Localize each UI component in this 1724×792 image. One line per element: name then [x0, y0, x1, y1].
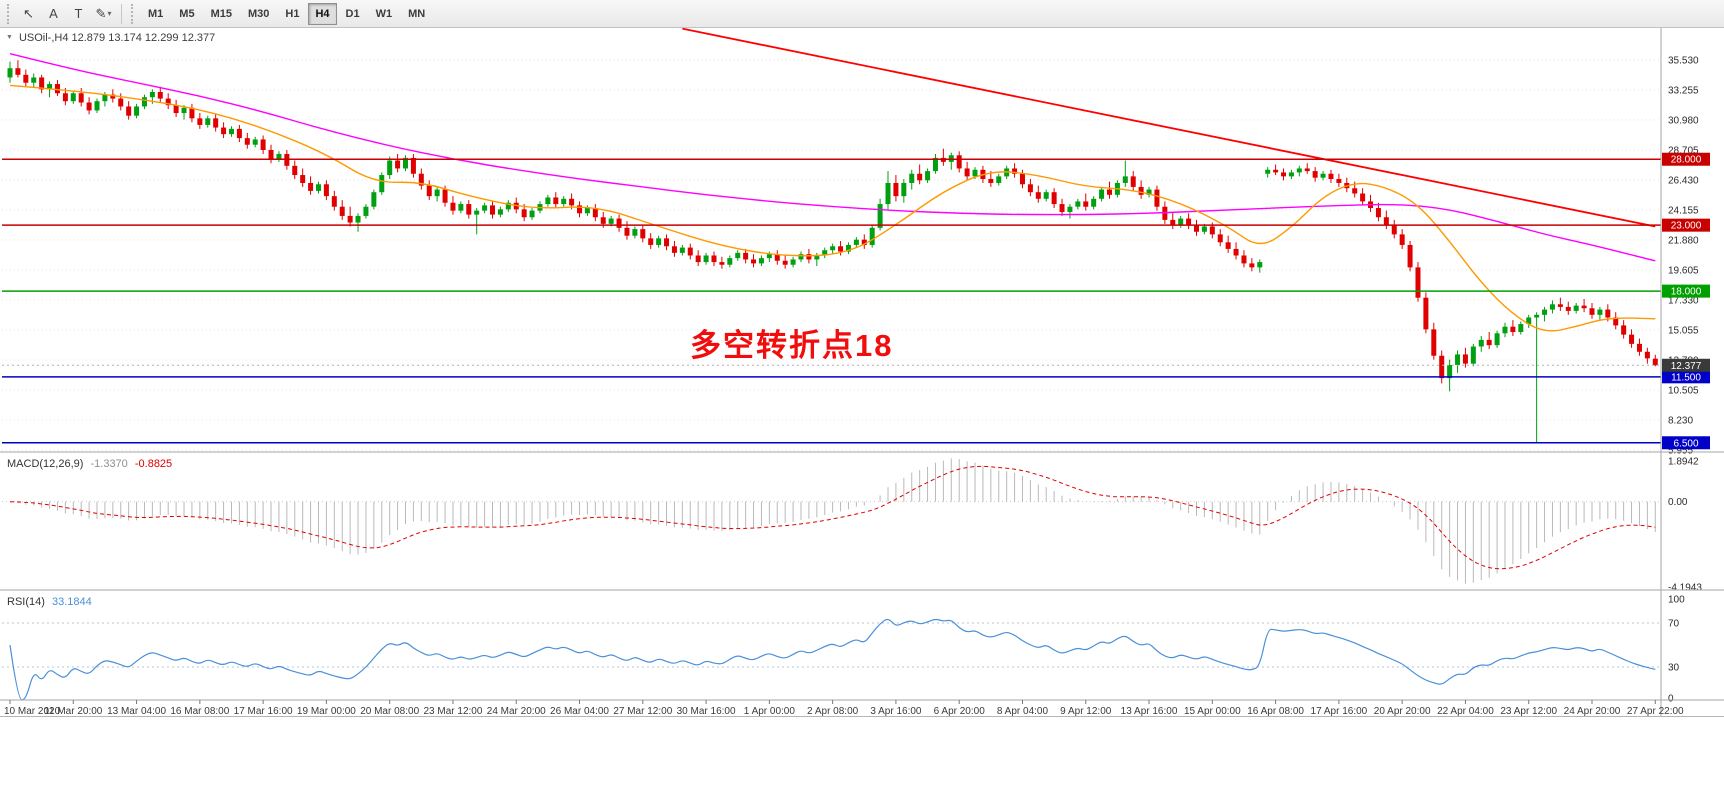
svg-text:15 Apr 00:00: 15 Apr 00:00: [1184, 706, 1241, 716]
chart-area: 35.530 33.255 30.980 28.705 26.430 24.155 21.8…: [0, 28, 1724, 716]
text-box-tool-button[interactable]: T: [66, 3, 91, 25]
svg-text:24.155: 24.155: [1668, 205, 1699, 216]
svg-text:5.955: 5.955: [1668, 445, 1693, 456]
draw-tools-button[interactable]: ✎ ▾: [91, 3, 116, 25]
svg-text:26.430: 26.430: [1668, 175, 1699, 186]
svg-text:24 Mar 20:00: 24 Mar 20:00: [487, 706, 546, 716]
svg-text:0.00: 0.00: [1668, 497, 1688, 508]
timeframe-h1-button[interactable]: H1: [278, 3, 306, 25]
svg-text:10 Mar 2020: 10 Mar 2020: [4, 706, 61, 716]
svg-text:0: 0: [1668, 694, 1674, 705]
svg-text:1 Apr 00:00: 1 Apr 00:00: [744, 706, 796, 716]
svg-text:10.505: 10.505: [1668, 385, 1699, 396]
svg-text:6 Apr 20:00: 6 Apr 20:00: [934, 706, 986, 716]
svg-text:16 Mar 08:00: 16 Mar 08:00: [170, 706, 229, 716]
chart-annotation-text[interactable]: 多空转折点18: [690, 328, 894, 363]
svg-text:8 Apr 04:00: 8 Apr 04:00: [997, 706, 1049, 716]
bottom-empty-area: [0, 716, 1724, 792]
svg-text:21.880: 21.880: [1668, 235, 1699, 246]
svg-text:23 Apr 12:00: 23 Apr 12:00: [1500, 706, 1557, 716]
toolbar-grip[interactable]: [7, 3, 12, 24]
price-gridlines: [2, 59, 1661, 451]
timeframe-d1-button[interactable]: D1: [339, 3, 367, 25]
svg-text:13 Apr 16:00: 13 Apr 16:00: [1121, 706, 1178, 716]
svg-text:6.500: 6.500: [1673, 438, 1698, 449]
toolbar: ↖ A T ✎ ▾ M1 M5 M15 M30 H1 H4 D1 W1 MN: [0, 0, 1724, 28]
svg-text:26 Mar 04:00: 26 Mar 04:00: [550, 706, 609, 716]
svg-text:1.8942: 1.8942: [1668, 457, 1699, 468]
svg-text:23.000: 23.000: [1671, 221, 1702, 232]
price-axis-badge: 11.500: [1662, 370, 1710, 384]
macd-histogram: [17, 458, 1656, 584]
cursor-tool-button[interactable]: ↖: [16, 3, 41, 25]
price-axis-labels: 35.530 33.255 30.980 28.705 26.430 24.155 21.8…: [1668, 55, 1699, 456]
svg-text:70: 70: [1668, 619, 1680, 630]
text-annotation-tool-button[interactable]: A: [41, 3, 66, 25]
price-axis-badge: 12.377: [1662, 358, 1710, 372]
svg-text:8.230: 8.230: [1668, 415, 1693, 426]
price-axis-badge: 23.000: [1662, 218, 1710, 232]
svg-text:28.000: 28.000: [1671, 155, 1702, 166]
timeframe-mn-button[interactable]: MN: [401, 3, 432, 25]
svg-text:17.330: 17.330: [1668, 295, 1699, 306]
svg-text:13 Mar 04:00: 13 Mar 04:00: [107, 706, 166, 716]
price-axis-badge: 28.000: [1662, 152, 1710, 166]
svg-text:24 Apr 20:00: 24 Apr 20:00: [1564, 706, 1621, 716]
timeframe-m15-button[interactable]: M15: [204, 3, 239, 25]
svg-text:27 Apr 22:00: 27 Apr 22:00: [1627, 706, 1684, 716]
svg-text:12.377: 12.377: [1671, 361, 1702, 372]
svg-text:27 Mar 12:00: 27 Mar 12:00: [613, 706, 672, 716]
descending-trendline[interactable]: [682, 28, 1656, 228]
toolbar-separator: [121, 3, 122, 24]
timeframe-m1-button[interactable]: M1: [141, 3, 170, 25]
svg-text:30.980: 30.980: [1668, 115, 1699, 126]
svg-text:17 Apr 16:00: 17 Apr 16:00: [1311, 706, 1368, 716]
collapse-arrow-icon[interactable]: ▼: [6, 34, 13, 41]
svg-text:100: 100: [1668, 595, 1685, 606]
timeframe-h4-button[interactable]: H4: [308, 2, 337, 25]
pencil-icon: ✎: [95, 5, 107, 21]
rsi-axis-labels: 100 70 30 0: [1668, 595, 1685, 705]
svg-text:3 Apr 16:00: 3 Apr 16:00: [870, 706, 922, 716]
svg-text:15.055: 15.055: [1668, 325, 1699, 336]
chart-background: [0, 28, 1724, 716]
price-axis-badge: 6.500: [1662, 436, 1710, 450]
toolbar-grip[interactable]: [131, 3, 136, 24]
timeframe-m30-button[interactable]: M30: [241, 3, 276, 25]
svg-text:19 Mar 00:00: 19 Mar 00:00: [297, 706, 356, 716]
svg-text:19.605: 19.605: [1668, 265, 1699, 276]
svg-text:28.705: 28.705: [1668, 145, 1699, 156]
dropdown-caret-icon: ▾: [107, 9, 112, 18]
svg-text:17 Mar 16:00: 17 Mar 16:00: [234, 706, 293, 716]
ma-slow-line: [9, 53, 1656, 262]
svg-text:33.255: 33.255: [1668, 85, 1699, 96]
price-axis-badge: 18.000: [1662, 284, 1710, 298]
chart-canvas[interactable]: 35.530 33.255 30.980 28.705 26.430 24.155 21.8…: [0, 28, 1724, 716]
timeframe-m5-button[interactable]: M5: [172, 3, 201, 25]
svg-text:22 Apr 04:00: 22 Apr 04:00: [1437, 706, 1494, 716]
timeframe-w1-button[interactable]: W1: [369, 3, 400, 25]
svg-text:11 Mar 20:00: 11 Mar 20:00: [44, 706, 103, 716]
svg-text:16 Apr 08:00: 16 Apr 08:00: [1247, 706, 1304, 716]
svg-text:20 Apr 20:00: 20 Apr 20:00: [1374, 706, 1431, 716]
svg-text:18.000: 18.000: [1671, 287, 1702, 298]
macd-axis-labels: 1.8942 0.00 -4.1943: [1668, 457, 1702, 594]
ma-fast-line: [9, 84, 1656, 332]
svg-text:30: 30: [1668, 663, 1680, 674]
rsi-line: [9, 618, 1656, 701]
svg-text:30 Mar 16:00: 30 Mar 16:00: [677, 706, 736, 716]
svg-text:2 Apr 08:00: 2 Apr 08:00: [807, 706, 859, 716]
svg-text:11.500: 11.500: [1671, 372, 1701, 383]
svg-text:-4.1943: -4.1943: [1668, 583, 1702, 594]
svg-text:9 Apr 12:00: 9 Apr 12:00: [1060, 706, 1112, 716]
svg-text:35.530: 35.530: [1668, 55, 1699, 66]
svg-text:23 Mar 12:00: 23 Mar 12:00: [423, 706, 482, 716]
svg-text:20 Mar 08:00: 20 Mar 08:00: [360, 706, 419, 716]
